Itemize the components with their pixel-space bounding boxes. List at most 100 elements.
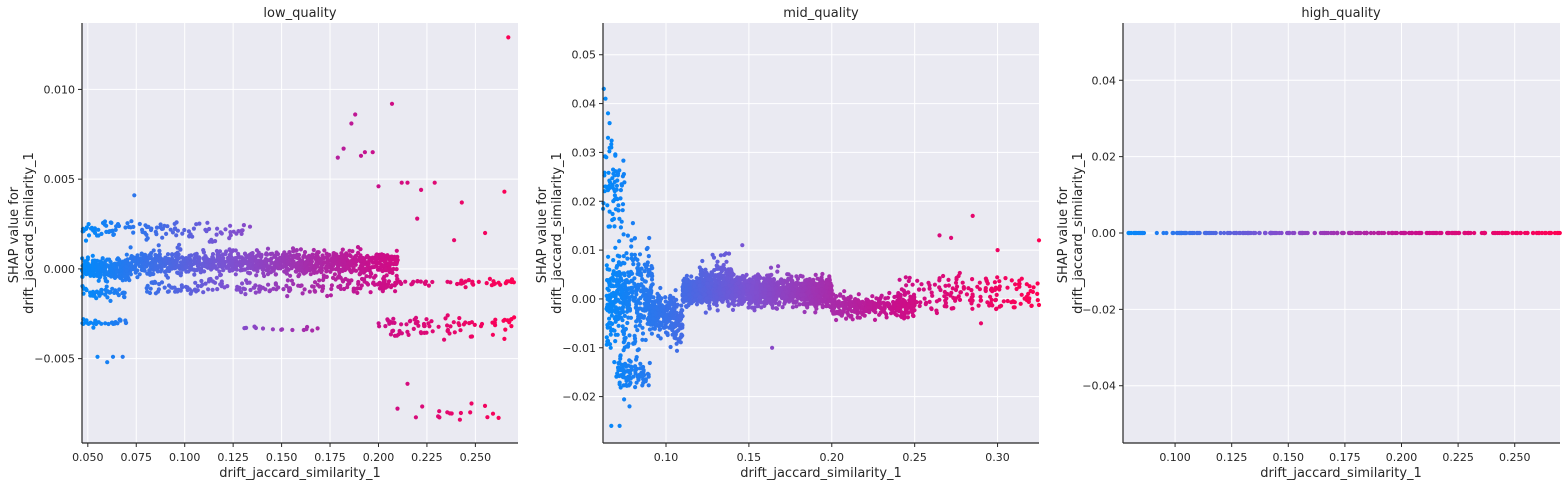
- scatter-point: [206, 279, 212, 284]
- scatter-point: [753, 290, 758, 295]
- scatter-point: [729, 293, 735, 298]
- scatter-point: [709, 281, 714, 286]
- scatter-point: [366, 260, 371, 265]
- scatter-point: [469, 401, 474, 406]
- scatter-point: [178, 288, 183, 293]
- scatter-point: [780, 292, 786, 297]
- scatter-point: [649, 277, 655, 282]
- scatter-point: [88, 273, 93, 278]
- scatter-point: [768, 301, 774, 306]
- scatter-point: [744, 272, 749, 277]
- scatter-point: [210, 287, 215, 292]
- scatter-point: [908, 294, 913, 299]
- scatter-point: [674, 310, 679, 315]
- scatter-point: [644, 299, 649, 304]
- scatter-point: [616, 366, 621, 371]
- scatter-point: [259, 258, 264, 264]
- scatter-point: [612, 360, 617, 365]
- scatter-point: [620, 260, 626, 265]
- scatter-point: [797, 302, 802, 307]
- scatter-point: [487, 276, 492, 281]
- scatter-point: [290, 327, 295, 333]
- scatter-point: [746, 305, 751, 310]
- scatter-point: [219, 231, 224, 236]
- scatter-point: [610, 303, 615, 308]
- scatter-point: [393, 289, 398, 294]
- scatter-point: [207, 239, 212, 244]
- scatter-point: [605, 188, 611, 193]
- scatter-point: [232, 256, 237, 261]
- scatter-point: [633, 371, 638, 376]
- scatter-point: [707, 306, 712, 311]
- scatter-point: [790, 305, 796, 310]
- scatter-point: [645, 263, 650, 268]
- scatter-point: [92, 226, 97, 231]
- scatter-point: [629, 289, 634, 294]
- scatter-point: [443, 316, 448, 321]
- scatter-point: [349, 278, 354, 283]
- scatter-point: [641, 364, 646, 370]
- scatter-point: [899, 310, 904, 315]
- scatter-point: [223, 227, 228, 232]
- scatter-point: [732, 298, 737, 303]
- scatter-point: [831, 311, 836, 316]
- scatter-point: [693, 288, 698, 293]
- scatter-point: [609, 138, 614, 143]
- scatter-point: [368, 265, 373, 270]
- scatter-point: [634, 357, 639, 362]
- scatter-point: [165, 289, 170, 294]
- scatter-point: [397, 328, 402, 334]
- scatter-point: [850, 317, 855, 322]
- scatter-point: [146, 224, 151, 229]
- scatter-point: [152, 280, 157, 285]
- y-tick-label: 0.010: [44, 83, 76, 96]
- scatter-point: [637, 252, 643, 257]
- scatter-point: [679, 303, 684, 308]
- scatter-point: [144, 286, 149, 291]
- scatter-point: [641, 314, 647, 319]
- scatter-point: [283, 268, 288, 273]
- scatter-point: [511, 315, 517, 320]
- scatter-point: [843, 302, 848, 307]
- scatter-point: [643, 378, 648, 383]
- scatter-point: [651, 295, 656, 300]
- scatter-point: [158, 260, 163, 265]
- scatter-point: [623, 326, 629, 332]
- scatter-point: [618, 310, 624, 315]
- scatter-point: [108, 263, 113, 268]
- scatter-point: [680, 325, 685, 330]
- scatter-point: [158, 269, 163, 274]
- scatter-point: [164, 269, 169, 274]
- scatter-point: [903, 275, 908, 280]
- scatter-point: [617, 286, 623, 291]
- scatter-point: [898, 313, 903, 319]
- scatter-point: [167, 259, 172, 265]
- scatter-point: [445, 323, 450, 328]
- scatter-point: [310, 284, 315, 289]
- scatter-point: [332, 272, 337, 277]
- scatter-point: [245, 280, 250, 285]
- scatter-point: [94, 296, 99, 301]
- scatter-point: [693, 293, 698, 298]
- scatter-point: [310, 254, 315, 259]
- scatter-point: [639, 282, 644, 288]
- scatter-point: [381, 285, 386, 291]
- scatter-point: [273, 282, 278, 287]
- scatter-point: [140, 227, 145, 232]
- scatter-point: [607, 280, 612, 285]
- scatter-point: [683, 289, 688, 294]
- scatter-point: [457, 323, 462, 328]
- scatter-point: [156, 243, 161, 248]
- scatter-point: [834, 317, 839, 323]
- scatter-point: [780, 282, 786, 287]
- scatter-point: [325, 293, 330, 299]
- axis-spines-low-quality: [78, 23, 518, 447]
- scatter-point: [156, 287, 161, 292]
- scatter-point: [629, 252, 634, 257]
- scatter-point: [334, 252, 339, 257]
- scatter-point: [838, 293, 843, 298]
- scatter-point: [227, 261, 232, 266]
- scatter-point: [619, 219, 624, 224]
- scatter-point: [262, 273, 267, 279]
- scatter-point: [422, 323, 427, 329]
